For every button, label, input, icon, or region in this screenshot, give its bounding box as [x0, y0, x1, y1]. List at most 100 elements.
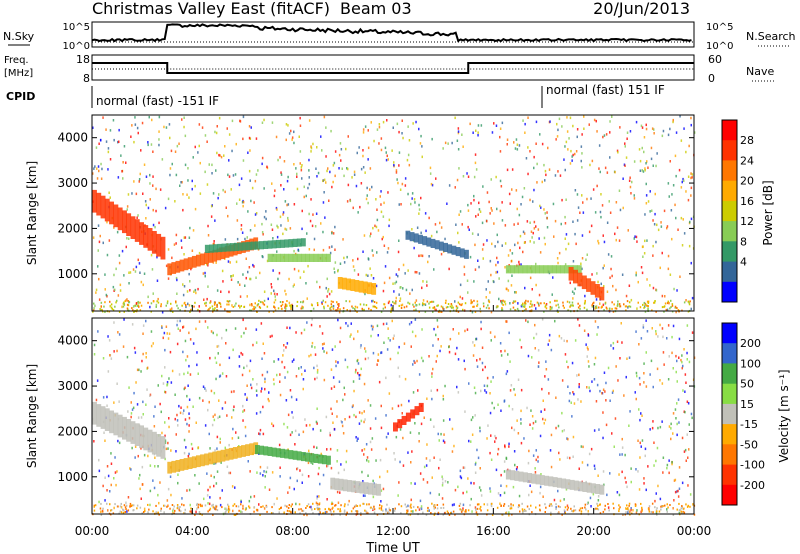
ground-scatter-point: [426, 300, 429, 303]
ground-scatter-point: [303, 513, 305, 516]
scatter-point: [480, 489, 482, 492]
ground-scatter-point: [364, 509, 366, 512]
scatter-point: [496, 233, 498, 237]
power-bands: [92, 189, 605, 301]
scatter-point: [630, 507, 632, 510]
scatter-point: [451, 450, 454, 453]
scatter-point: [441, 497, 444, 500]
scatter-point: [376, 251, 378, 254]
scatter-point: [277, 358, 280, 361]
scatter-point: [272, 269, 274, 272]
ground-scatter-point: [557, 505, 560, 508]
scatter-point: [545, 368, 548, 371]
ground-scatter-point: [685, 503, 687, 506]
ground-scatter-point: [601, 305, 603, 308]
echo-band-cell: [284, 253, 290, 262]
ground-scatter-point: [531, 511, 533, 514]
scatter-point: [143, 507, 146, 511]
ground-scatter-point: [512, 504, 514, 507]
ground-scatter-point: [683, 507, 685, 510]
scatter-point: [482, 368, 484, 372]
scatter-point: [338, 310, 341, 314]
scatter-point: [563, 339, 565, 342]
scatter-point: [192, 342, 195, 345]
ground-scatter-point: [583, 302, 586, 305]
echo-band-cell: [313, 453, 319, 463]
scatter-point: [561, 411, 563, 415]
ground-scatter-point: [120, 511, 123, 514]
scatter-point: [666, 225, 669, 228]
ground-scatter-point: [251, 304, 253, 307]
ground-scatter-point: [284, 303, 287, 306]
scatter-point: [437, 432, 439, 436]
scatter-point: [307, 461, 310, 465]
ground-scatter-point: [241, 511, 243, 514]
colorbar-swatch: [722, 403, 737, 425]
scatter-point: [301, 227, 303, 231]
scatter-point: [173, 243, 176, 246]
scatter-point: [363, 448, 366, 451]
scatter-point: [595, 119, 597, 123]
ground-scatter-point: [351, 305, 353, 308]
scatter-point: [342, 432, 345, 435]
ground-scatter-point: [476, 300, 479, 303]
scatter-point: [135, 302, 138, 305]
scatter-point: [142, 283, 144, 287]
ground-scatter-point: [263, 303, 266, 306]
scatter-point: [509, 302, 511, 305]
scatter-point: [192, 156, 194, 159]
scatter-point: [131, 446, 133, 450]
ground-scatter-point: [288, 504, 291, 506]
scatter-point: [542, 399, 544, 402]
ground-scatter-point: [199, 503, 202, 506]
colorbar-swatch: [722, 261, 737, 283]
scatter-point: [164, 434, 166, 438]
echo-band-cell: [280, 239, 285, 248]
scatter-point: [429, 166, 432, 170]
ground-scatter-point: [557, 512, 559, 515]
scatter-point: [636, 374, 638, 378]
scatter-point: [153, 425, 156, 428]
scatter-point: [104, 273, 106, 276]
ground-scatter-point: [666, 510, 668, 513]
scatter-point: [456, 178, 459, 182]
ground-scatter-point: [101, 510, 104, 513]
echo-band-cell: [196, 455, 201, 468]
scatter-point: [329, 251, 332, 255]
scatter-point: [386, 154, 388, 158]
scatter-point: [178, 404, 180, 408]
scatter-point: [399, 428, 402, 431]
xaxis-label: Time UT: [365, 541, 419, 554]
ground-scatter-point: [530, 504, 532, 507]
scatter-point: [397, 274, 399, 278]
colorbar-swatch: [722, 120, 737, 141]
ground-scatter-point: [549, 308, 551, 311]
scatter-point: [235, 431, 237, 434]
scatter-point: [334, 261, 337, 264]
scatter-point: [244, 284, 246, 287]
scatter-point: [319, 482, 321, 486]
echo-band-cell: [514, 470, 520, 481]
scatter-point: [261, 357, 263, 360]
nsky-tick-low: 10^0: [63, 41, 90, 52]
scatter-point: [371, 299, 373, 303]
scatter-point: [539, 204, 541, 208]
ground-scatter-point: [594, 507, 597, 510]
scatter-point: [262, 432, 265, 436]
colorbar-tick-label: 15: [740, 398, 754, 411]
scatter-point: [609, 156, 611, 159]
scatter-point: [557, 489, 559, 493]
scatter-point: [330, 407, 332, 411]
scatter-point: [319, 325, 321, 328]
scatter-point: [318, 466, 320, 470]
echo-band-cell: [275, 239, 281, 249]
scatter-point: [456, 139, 459, 142]
echo-band-cell: [275, 253, 281, 262]
ground-scatter-point: [226, 300, 229, 303]
ytick-label: 3000: [57, 379, 88, 393]
scatter-point: [341, 424, 344, 428]
scatter-point: [155, 303, 158, 307]
scatter-point: [678, 487, 681, 490]
scatter-point: [654, 192, 656, 196]
